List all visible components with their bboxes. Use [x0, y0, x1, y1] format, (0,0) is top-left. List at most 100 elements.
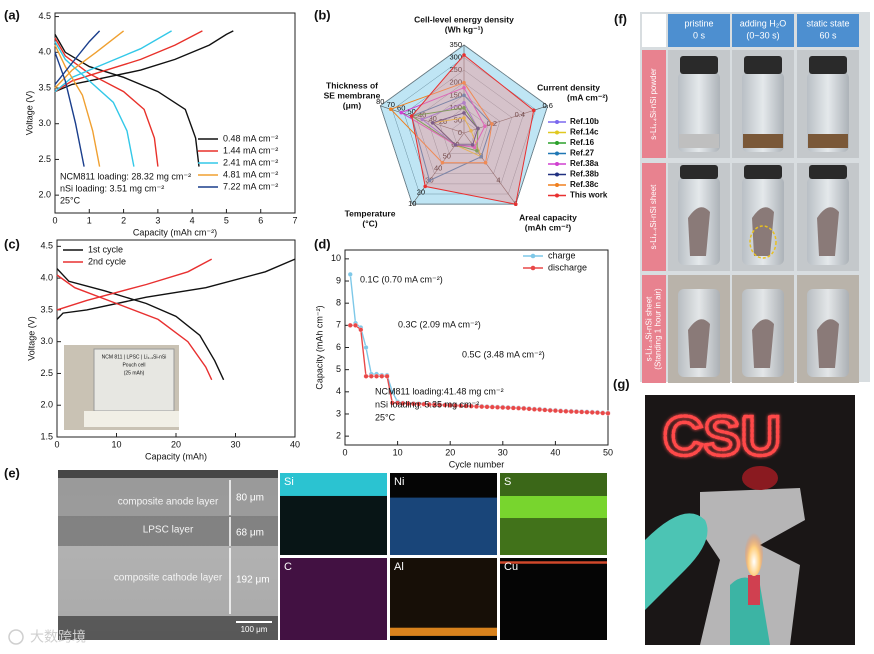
radar-tick-label: 30: [428, 114, 436, 123]
row-header-text: s-Li₄.₄Si-nSi sheet: [645, 296, 654, 362]
radar-point: [483, 160, 488, 165]
data-point: [410, 401, 416, 407]
eds-element: S: [504, 476, 511, 488]
x-tick-label: 40: [550, 447, 560, 457]
row-header-text: (Standing 1 hour in air): [654, 288, 663, 370]
sem-layer: [58, 470, 278, 478]
radar-point: [440, 160, 445, 165]
y-tick-label: 3: [336, 408, 341, 418]
legend-label: 1st cycle: [88, 244, 123, 254]
x-tick-label: 5: [224, 215, 229, 225]
legend-label: Ref.27: [570, 149, 595, 158]
radar-tick-label: 0: [458, 128, 462, 137]
x-axis-label: Capacity (mAh cm⁻²): [133, 227, 217, 237]
thickness-label: 80 μm: [236, 493, 264, 504]
eds-signal: [280, 473, 387, 496]
radar-series: [431, 117, 483, 158]
legend-label: Ref.14c: [570, 128, 599, 137]
watermark: 大数跨境: [30, 629, 86, 645]
radar-axis-unit: (μm): [343, 100, 362, 110]
radar-axis-label: Thickness of: [326, 80, 378, 90]
x-tick-label: 7: [292, 215, 297, 225]
x-tick-label: 50: [603, 447, 613, 457]
vial-cap: [680, 165, 718, 179]
legend-label: This work: [570, 191, 608, 200]
radar-point: [469, 128, 473, 133]
panel-label: (e): [4, 465, 20, 480]
y-tick-label: 2.0: [40, 400, 53, 410]
legend-marker: [555, 120, 559, 124]
annotation: nSi loading: 5.35 mg cm⁻²: [375, 399, 479, 409]
panel-label: (b): [314, 7, 331, 22]
column-header-text: static state: [806, 18, 849, 28]
y-tick-label: 4: [336, 386, 341, 396]
panel-label: (g): [613, 376, 630, 391]
data-point: [431, 402, 437, 408]
y-tick-label: 6: [336, 342, 341, 352]
legend-label: 1.44 mA cm⁻²: [223, 145, 278, 155]
y-tick-label: 4.5: [40, 241, 53, 251]
data-point: [579, 409, 585, 415]
radar-tick-label: 20: [417, 187, 425, 196]
y-tick-label: 3.0: [40, 336, 53, 346]
data-point: [600, 410, 606, 416]
scale-bar-label: 100 μm: [241, 625, 268, 634]
radar-point: [430, 121, 435, 125]
legend-label: Ref.38c: [570, 180, 599, 189]
sheet: [752, 319, 774, 368]
inset-text: NCM 811 | LPSC | Li₄.₄Si-nSi: [102, 354, 167, 360]
data-point: [500, 405, 506, 411]
data-point: [463, 403, 469, 409]
y-axis-label: Voltage (V): [24, 91, 34, 136]
radar-point: [513, 202, 518, 206]
series-line: [54, 30, 234, 167]
grid-ring: [427, 94, 501, 164]
data-point: [584, 409, 590, 415]
plot-frame: [54, 12, 296, 214]
radar-axis-unit: (Wh kg⁻¹): [445, 24, 484, 34]
radar-axis-unit: (mAh cm⁻²): [525, 222, 572, 232]
sem-layer: [58, 546, 278, 616]
data-point: [537, 407, 543, 412]
eds-element: Al: [394, 561, 404, 573]
data-point: [495, 404, 500, 410]
legend-marker: [555, 151, 559, 156]
y-axis-label: Capacity (mAh cm⁻²): [314, 305, 324, 389]
annotation: 25°C: [60, 195, 81, 205]
y-tick-label: 1.5: [40, 431, 53, 441]
panel-label: (d): [314, 236, 331, 251]
row-header: [642, 163, 666, 271]
eds-signal: [390, 558, 497, 628]
column-header-text: (0~30 s): [746, 30, 779, 40]
x-tick-label: 6: [258, 215, 263, 225]
thickness-label: 68 μm: [236, 528, 264, 539]
data-point: [442, 402, 448, 408]
radar-point: [462, 80, 466, 85]
eds-signal: [500, 561, 607, 564]
radar-point: [462, 111, 466, 115]
legend-label: 7.22 mA cm⁻²: [223, 181, 278, 191]
radar-tick-label: 250: [449, 65, 462, 74]
data-point: [542, 407, 548, 413]
annotation: 0.5C (3.48 mA cm⁻²): [462, 349, 545, 359]
series-line: [54, 30, 101, 167]
eds-element: Si: [284, 476, 294, 488]
radar-tick-label: 300: [449, 53, 462, 62]
radar-point: [462, 116, 466, 120]
vial: [807, 72, 849, 152]
sheet: [752, 207, 774, 256]
radar-point: [470, 143, 475, 147]
x-axis-label: Cycle number: [449, 459, 505, 469]
data-point: [358, 327, 364, 333]
bubble-circle: [749, 225, 777, 259]
data-point: [595, 410, 600, 416]
data-point: [505, 405, 511, 411]
column-header: [797, 14, 859, 47]
vial-cap: [744, 165, 782, 179]
sheet: [688, 207, 710, 256]
legend-marker: [530, 253, 536, 259]
ruler: [84, 411, 179, 427]
data-point: [573, 409, 579, 415]
sem-layer: [58, 616, 278, 640]
data-point: [563, 408, 569, 414]
